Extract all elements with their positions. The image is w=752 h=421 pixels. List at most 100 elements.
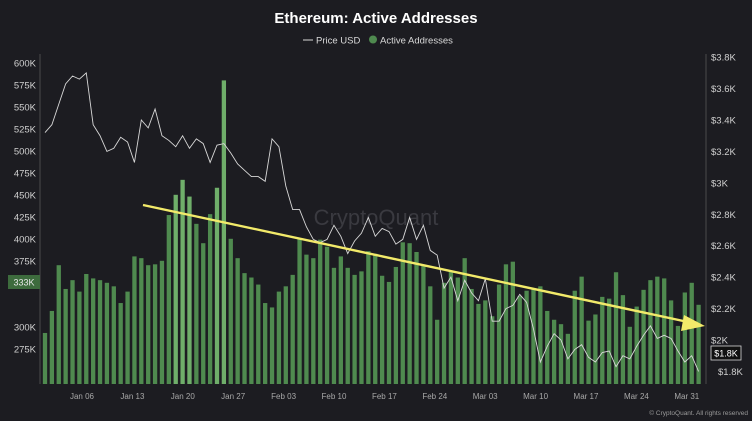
active-addresses-bar <box>152 264 158 384</box>
left-tick-label: 500K <box>14 146 37 157</box>
active-addresses-bar <box>682 292 687 384</box>
left-tick-label: 275K <box>14 344 37 355</box>
left-tick-label: 450K <box>14 190 37 201</box>
active-addresses-bar <box>641 289 646 384</box>
active-addresses-bar <box>448 271 454 384</box>
active-addresses-bar <box>159 260 165 384</box>
price-line <box>44 71 700 372</box>
active-addresses-bars <box>42 80 701 385</box>
active-addresses-bar <box>393 266 399 384</box>
active-addresses-bar <box>97 280 103 384</box>
left-tick-label: 400K <box>14 234 37 245</box>
active-addresses-bar <box>276 291 282 384</box>
active-addresses-bar <box>242 273 247 384</box>
active-addresses-bar <box>407 243 412 384</box>
active-addresses-bar <box>414 252 419 384</box>
left-tick-label: 425K <box>14 212 37 223</box>
active-addresses-bar <box>56 265 61 384</box>
active-addresses-bar <box>627 326 632 384</box>
active-addresses-bar <box>304 254 309 384</box>
active-addresses-bar <box>586 320 591 384</box>
active-addresses-bar <box>201 243 206 384</box>
active-addresses-bar <box>400 242 405 384</box>
left-tick-label: 375K <box>14 256 37 267</box>
x-tick-label: Mar 31 <box>674 392 699 401</box>
active-addresses-bar <box>290 274 295 384</box>
active-addresses-bar <box>352 274 357 384</box>
active-addresses-bar <box>187 196 192 384</box>
right-tick-label: $1.8K <box>718 367 743 378</box>
active-addresses-bar <box>662 278 667 384</box>
active-addresses-bar <box>510 261 515 384</box>
active-addresses-bar <box>689 282 694 384</box>
chart-title: Ethereum: Active Addresses <box>274 10 477 27</box>
x-tick-label: Jan 27 <box>221 392 246 401</box>
active-addresses-bar <box>524 290 529 384</box>
active-addresses-bar <box>180 179 185 384</box>
active-addresses-bar <box>386 281 392 384</box>
x-tick-label: Jan 13 <box>120 392 145 401</box>
left-tick-label: 575K <box>14 80 37 91</box>
legend-price-label: Price USD <box>316 36 360 47</box>
active-addresses-bar <box>366 251 371 384</box>
right-tick-label: $3.2K <box>711 147 736 158</box>
active-addresses-bar <box>572 290 577 384</box>
active-addresses-bar <box>517 296 522 384</box>
active-addresses-bar <box>455 277 460 384</box>
active-addresses-bar <box>49 310 55 384</box>
legend-active-swatch <box>369 35 377 44</box>
active-addresses-bar <box>132 256 137 384</box>
active-addresses-bar <box>125 291 130 384</box>
active-addresses-bar <box>483 300 488 384</box>
active-addresses-bar <box>421 265 426 384</box>
active-addresses-bar <box>441 282 447 384</box>
right-tick-label: $2.4K <box>711 273 736 284</box>
trend-line <box>142 203 689 324</box>
active-addresses-bar <box>221 80 227 385</box>
active-addresses-bar <box>263 303 268 384</box>
active-addresses-bar <box>551 319 557 384</box>
current-left-badge: 333K <box>8 275 40 289</box>
active-addresses-bar <box>84 274 89 384</box>
active-addresses-bar <box>469 288 474 384</box>
active-addresses-bar <box>538 286 543 384</box>
active-addresses-bar <box>558 324 564 384</box>
active-addresses-bar <box>359 271 364 384</box>
right-tick-label: $2.8K <box>711 210 736 221</box>
copyright-footer: © CryptoQuant. All rights reserved <box>649 409 748 417</box>
active-addresses-bar <box>331 267 337 384</box>
left-tick-label: 600K <box>14 58 37 69</box>
active-addresses-bar <box>283 286 288 384</box>
right-tick-label: $3.8K <box>711 53 736 64</box>
active-addresses-bar <box>166 215 171 384</box>
x-tick-label: Feb 17 <box>372 392 397 401</box>
active-addresses-bar <box>655 276 660 384</box>
active-addresses-bar <box>63 288 68 384</box>
left-tick-label: 300K <box>14 322 37 333</box>
active-addresses-bar <box>345 267 350 384</box>
active-addresses-bar <box>373 253 378 384</box>
legend: Price USD Active Addresses <box>303 35 453 47</box>
active-addresses-bar <box>256 284 261 384</box>
active-addresses-bar <box>503 264 509 384</box>
active-addresses-bar <box>146 265 151 384</box>
right-tick-label: $2K <box>711 336 729 347</box>
active-addresses-bar <box>462 258 467 384</box>
active-addresses-bar <box>545 310 550 384</box>
left-tick-label: 475K <box>14 168 37 179</box>
active-addresses-bar <box>318 239 323 384</box>
active-addresses-bar <box>111 286 116 384</box>
active-addresses-bar <box>249 277 254 384</box>
active-addresses-bar <box>91 278 96 384</box>
x-tick-label: Jan 20 <box>171 392 196 401</box>
active-addresses-bar <box>228 238 233 384</box>
right-tick-label: $3K <box>711 178 729 189</box>
x-tick-label: Feb 03 <box>271 392 296 401</box>
active-addresses-bar <box>297 238 302 384</box>
x-tick-label: Mar 24 <box>624 392 649 401</box>
active-addresses-bar <box>207 214 213 384</box>
active-addresses-bar <box>496 284 502 384</box>
legend-active-label: Active Addresses <box>380 36 453 47</box>
right-axis: $2K $2.2K $2.4K $2.6K $2.8K $3K $3.2K $3.4K $3.6… <box>705 53 743 384</box>
